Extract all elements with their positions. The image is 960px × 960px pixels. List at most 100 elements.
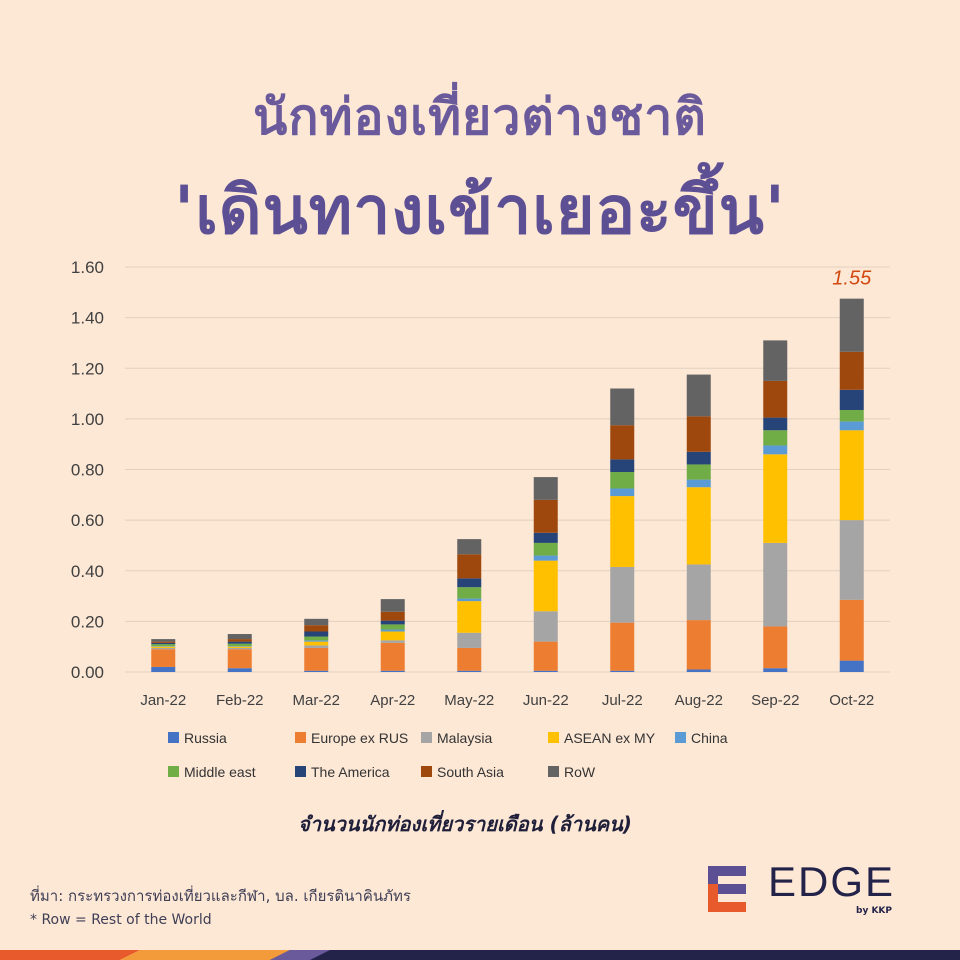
edge-logo-icon [708,866,746,912]
bar-segment [304,641,329,646]
bar-segment [839,430,864,521]
legend-label: China [691,730,728,746]
legend-swatch [548,766,559,777]
bar-segment [610,622,635,671]
bar-segment [151,646,176,647]
bar-segment [686,464,711,480]
x-tick-label: May-22 [444,692,494,709]
bar-segment [151,646,176,648]
bar-segment [610,496,635,567]
bar-segment [839,389,864,411]
bar-segment [839,660,864,672]
bar-segment [533,560,558,612]
x-axis-ticks: Jan-22 Feb-22 Mar-22 Apr-22 May-22 Jun-22 Jul-… [140,692,874,709]
chart-subtitle: จำนวนนักท่องเที่ยวรายเดือน (ล้านคน) [298,812,632,836]
legend-swatch [168,766,179,777]
bar-segment [227,649,252,669]
bar-segment [457,670,482,672]
bar-segment [610,566,635,623]
bar-segment [380,670,405,672]
legend-swatch [421,766,432,777]
y-tick-label: 0.40 [71,562,104,581]
bar-segment [380,640,405,643]
bar-segment [763,454,788,543]
bar-segment [686,416,711,452]
bar-segment [304,645,329,648]
legend-label: RoW [564,764,596,780]
bar-segment [610,488,635,497]
bar-segment [227,641,252,644]
grid-lines [125,266,890,673]
bar-segment [839,520,864,600]
bar-segment [457,578,482,588]
y-tick-label: 1.20 [71,359,104,378]
bar-segment [839,298,864,352]
bar-segment [227,639,252,642]
legend-label: The America [311,764,390,780]
bar-segment [533,477,558,500]
bar-segment [839,410,864,422]
y-tick-label: 1.40 [71,309,104,328]
legend-swatch [168,732,179,743]
bar-segment [380,629,405,632]
bar-segment [686,374,711,417]
bar-segment [610,459,635,473]
bar-segment [380,624,405,630]
bar-segment [533,641,558,671]
bar-segment [533,611,558,642]
legend-swatch [675,732,686,743]
bar-segment [457,598,482,602]
bar-segment [457,647,482,671]
legend-label: ASEAN ex MY [564,730,656,746]
bar-segment [380,620,405,625]
bar-segment [610,388,635,426]
stacked-bar-chart: 0.00 0.20 0.40 0.60 0.80 1.00 1.20 1.40 1.60 Jan… [71,258,890,780]
bar-segment [227,634,252,640]
bar-segment [686,451,711,465]
legend-label: Europe ex RUS [311,730,408,746]
legend-label: Malaysia [437,730,492,746]
bar-segment [304,670,329,672]
bar-segment [380,642,405,671]
x-tick-label: Jun-22 [523,692,569,709]
logo-brand: EDGE [768,858,896,905]
legend-swatch [295,732,306,743]
bar-segment [380,631,405,641]
total-annotation: 1.55 [832,268,872,290]
bar-segment [457,539,482,555]
bar-segment [686,669,711,672]
legend-swatch [421,732,432,743]
bar-segment [610,425,635,460]
bar-segment [380,611,405,621]
bar-segment [610,670,635,672]
bars [151,298,864,672]
bar-segment [686,479,711,488]
bar-segment [686,620,711,670]
bar-segment [763,626,788,669]
legend-swatch [295,766,306,777]
x-tick-label: Jan-22 [140,692,186,709]
y-tick-label: 1.00 [71,410,104,429]
bar-segment [533,532,558,543]
bar-segment [304,631,329,637]
x-tick-label: Apr-22 [370,692,415,709]
bar-segment [457,587,482,599]
x-tick-label: Sep-22 [751,692,799,709]
bar-segment [151,647,176,650]
legend-swatch [548,732,559,743]
bar-segment [763,668,788,672]
bar-segment [763,380,788,418]
bar-segment [151,666,176,672]
bar-segment [763,417,788,431]
bar-segment [304,636,329,641]
bar-segment [839,599,864,661]
footnote: * Row = Rest of the World [30,912,212,928]
bar-segment [763,542,788,627]
x-tick-label: Mar-22 [292,692,340,709]
y-tick-label: 1.60 [71,258,104,277]
legend: Russia Europe ex RUS Malaysia ASEAN ex MY Ch… [168,730,728,780]
bar-segment [227,646,252,648]
edge-logo: EDGE by KKP [704,858,904,922]
bar-segment [227,668,252,672]
bar-segment [533,670,558,672]
